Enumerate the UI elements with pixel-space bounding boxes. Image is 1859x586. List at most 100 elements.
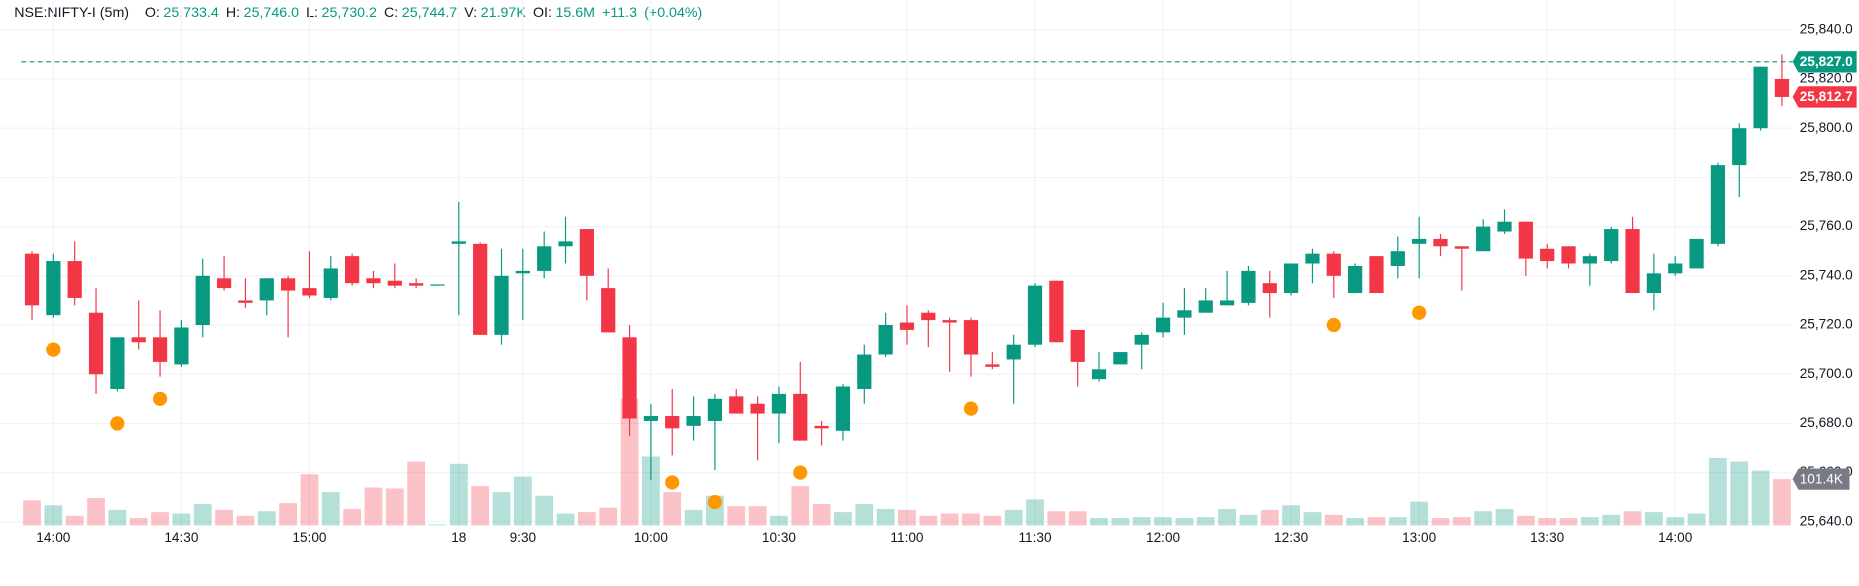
volume-bar <box>1324 514 1343 526</box>
volume-bar <box>87 498 105 526</box>
candle-body <box>1668 263 1683 274</box>
y-tick-label: 25,680.0 <box>1800 415 1853 430</box>
volume-bar <box>172 513 191 526</box>
legend-change-pct: (+0.04%) <box>644 5 702 21</box>
candle-body <box>1326 253 1341 276</box>
volume-bar <box>1068 511 1087 526</box>
candle-body <box>1390 251 1405 266</box>
volume-bar <box>1154 517 1172 526</box>
candle-body <box>280 278 296 291</box>
candle-body <box>451 241 466 244</box>
x-tick-label: 13:30 <box>1530 530 1565 545</box>
volume-bar <box>513 476 532 526</box>
volume-bar <box>385 488 404 526</box>
candle-body <box>1113 352 1128 365</box>
volume-bar <box>898 509 916 526</box>
volume-bar <box>44 505 63 526</box>
x-tick-label: 14:30 <box>164 530 199 545</box>
legend-value: 25,733.4 <box>163 5 218 21</box>
volume-bar <box>1026 499 1044 526</box>
signal-dot <box>46 342 61 357</box>
volume-bar <box>1346 518 1365 526</box>
x-tick-label: 15:00 <box>292 530 327 545</box>
volume-bar <box>535 495 554 526</box>
legend-change: +11.3 <box>602 5 637 21</box>
candle-body <box>1732 128 1747 166</box>
candle-body <box>302 288 317 296</box>
candle-body <box>131 337 146 343</box>
volume-bar <box>1239 514 1258 526</box>
legend-label: C: <box>384 5 398 21</box>
candle-body <box>1006 344 1021 360</box>
candle-body <box>1540 248 1555 262</box>
candle-body <box>1689 238 1704 269</box>
candle-body <box>88 312 104 375</box>
candle-body <box>537 246 552 271</box>
volume-bar <box>770 515 788 526</box>
x-tick-label: 18 <box>451 530 466 545</box>
volume-bar <box>1645 512 1663 526</box>
volume-bar <box>108 509 127 526</box>
volume-bar <box>1516 515 1535 526</box>
volume-bar <box>1175 518 1194 526</box>
signal-dot <box>1326 317 1341 333</box>
volume-bar <box>300 474 319 526</box>
volume-bar <box>1111 518 1130 526</box>
y-tick-label: 25,820.0 <box>1800 71 1853 86</box>
candle-body <box>24 253 40 306</box>
candle-body <box>366 278 381 284</box>
volume-bar <box>1047 511 1066 526</box>
candle-body <box>1646 273 1662 294</box>
volume-bar <box>236 515 255 526</box>
volume-bar <box>1773 479 1791 526</box>
volume-tag-bg <box>1792 468 1850 490</box>
price-tag-bg <box>1792 86 1857 108</box>
candle-body <box>921 312 936 321</box>
y-tick-label: 25,640.0 <box>1800 513 1853 528</box>
candle-body <box>110 337 125 389</box>
volume-bar <box>492 492 511 526</box>
x-tick-label: 10:30 <box>762 530 797 545</box>
volume-bar <box>727 506 746 526</box>
candle-body <box>1219 300 1235 306</box>
volume-bar <box>1260 509 1279 526</box>
volume-bar <box>834 512 852 526</box>
volume-bar <box>1709 457 1727 526</box>
candle-body <box>409 283 424 286</box>
candle-body <box>387 280 402 286</box>
candle-body <box>238 300 253 303</box>
legend-header: NSE:NIFTY-I (5m) O: 25,733.4 H: 25,746.0 L: 2… <box>14 5 702 21</box>
candle-body <box>1155 317 1171 333</box>
candle-body <box>515 270 530 274</box>
volume-bar <box>1388 517 1407 526</box>
signal-dot <box>793 465 808 480</box>
legend-label: H: <box>226 5 240 21</box>
candle-body <box>1454 246 1469 249</box>
volume-bar <box>1687 513 1706 526</box>
candle-body <box>1262 283 1277 294</box>
candle-body <box>686 416 701 426</box>
volume-bar <box>471 486 490 526</box>
candle-body <box>771 393 787 414</box>
candle-body <box>1305 253 1320 264</box>
candle-body <box>1625 229 1640 294</box>
price-tag-label: 25,827.0 <box>1800 54 1853 69</box>
candle-body <box>579 229 594 276</box>
volume-bar <box>1303 512 1322 526</box>
legend-value: 21.97K <box>481 5 527 21</box>
price-tag-bg <box>1792 51 1857 73</box>
candle-body <box>1134 334 1149 345</box>
candle-body <box>1283 263 1299 294</box>
x-tick-label: 11:30 <box>1018 530 1052 545</box>
volume-bar <box>428 524 447 526</box>
signal-dot <box>707 495 723 510</box>
legend-value: 25,730.2 <box>322 5 377 21</box>
symbol-title: NSE:NIFTY-I (5m) <box>14 5 129 21</box>
x-tick-label: 14:00 <box>1658 530 1693 545</box>
volume-bar <box>1495 508 1514 526</box>
candle-body <box>814 425 829 429</box>
volume-bar <box>1538 518 1557 526</box>
volume-bar <box>279 503 297 526</box>
candle-body <box>601 288 616 333</box>
